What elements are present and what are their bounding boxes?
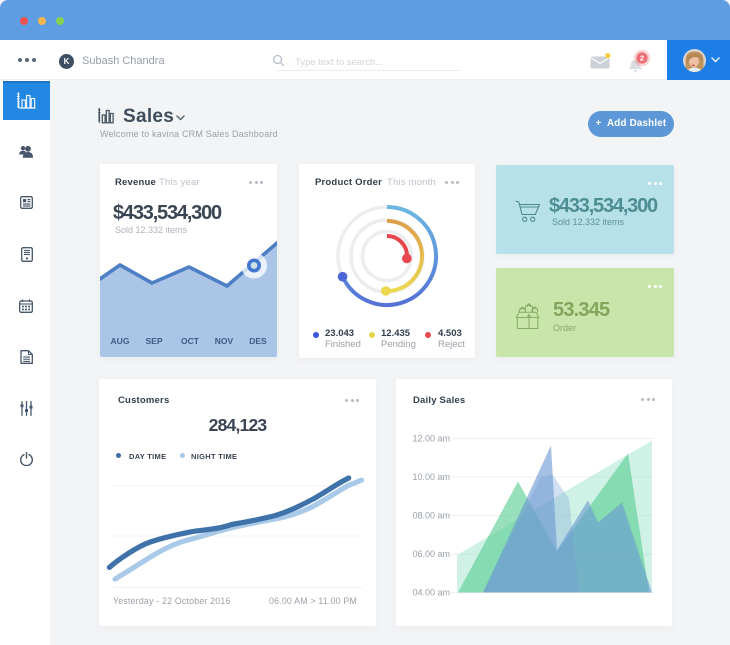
svg-text:06.00 am: 06.00 am <box>412 549 450 559</box>
svg-text:NOV: NOV <box>215 336 234 346</box>
svg-text:SEP: SEP <box>145 336 162 346</box>
svg-text:2: 2 <box>640 54 644 63</box>
svg-text:04.00 am: 04.00 am <box>412 588 450 598</box>
svg-text:12.00 am: 12.00 am <box>412 434 450 444</box>
svg-text:AUG: AUG <box>111 336 130 346</box>
svg-text:OCT: OCT <box>181 336 200 346</box>
svg-text:08.00 am: 08.00 am <box>412 511 450 521</box>
svg-text:DES: DES <box>249 336 267 346</box>
svg-text:10.00 am: 10.00 am <box>412 472 450 482</box>
